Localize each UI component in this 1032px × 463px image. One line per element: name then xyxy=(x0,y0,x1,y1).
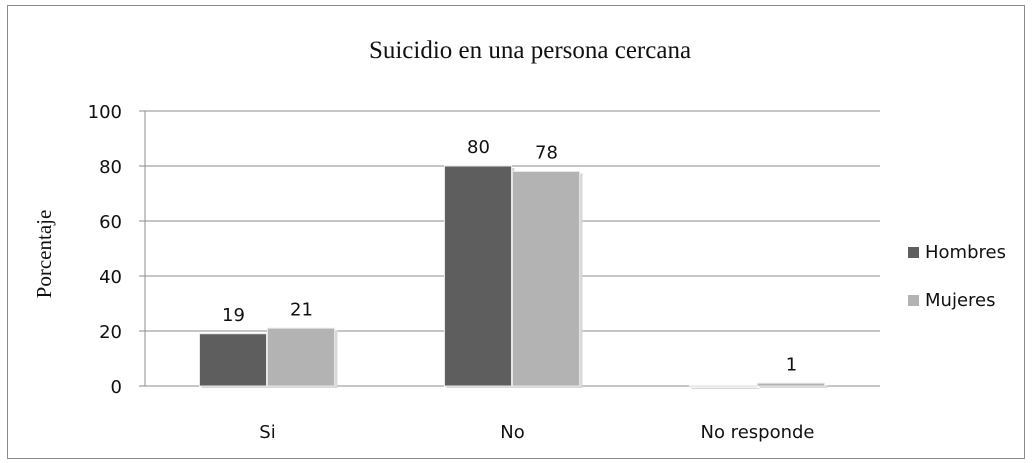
x-category-label: No responde xyxy=(700,422,814,443)
y-axis-title: Porcentaje xyxy=(32,210,56,299)
y-tick-label: 80 xyxy=(99,157,122,178)
data-label: 21 xyxy=(290,299,313,320)
bar-mujeres-2 xyxy=(757,382,825,387)
y-tick-label: 40 xyxy=(99,267,122,288)
legend-swatch-hombres xyxy=(908,247,919,258)
data-label: 80 xyxy=(467,137,490,158)
y-tick-label: 20 xyxy=(99,322,122,343)
chart-title: Suicidio en una persona cercana xyxy=(369,37,691,64)
bar-hombres-1 xyxy=(444,165,512,387)
x-axis-categories: Si No No responde xyxy=(259,422,814,443)
legend: Hombres Mujeres xyxy=(908,242,1006,311)
y-tick-label: 60 xyxy=(99,212,122,233)
y-tick-label: 100 xyxy=(88,102,122,123)
data-label: 1 xyxy=(786,354,797,375)
legend-swatch-mujeres xyxy=(908,295,919,306)
bar-mujeres-1 xyxy=(512,171,580,387)
bars xyxy=(199,165,828,389)
x-category-label: No xyxy=(500,422,524,443)
data-label: 78 xyxy=(535,143,558,164)
bar-shadow xyxy=(759,385,828,388)
y-axis-ticks: 0 20 40 60 80 100 xyxy=(88,102,146,398)
y-tick-label: 0 xyxy=(111,377,122,398)
bar-hombres-2 xyxy=(689,385,757,388)
bar-mujeres-0 xyxy=(267,327,335,387)
data-label: 19 xyxy=(222,305,245,326)
data-labels: 19 21 80 78 1 xyxy=(222,137,797,375)
bar-shadow xyxy=(691,388,760,389)
bar-hombres-0 xyxy=(199,333,267,387)
legend-label-mujeres: Mujeres xyxy=(925,290,995,311)
x-category-label: Si xyxy=(259,422,275,443)
legend-label-hombres: Hombres xyxy=(925,242,1006,263)
